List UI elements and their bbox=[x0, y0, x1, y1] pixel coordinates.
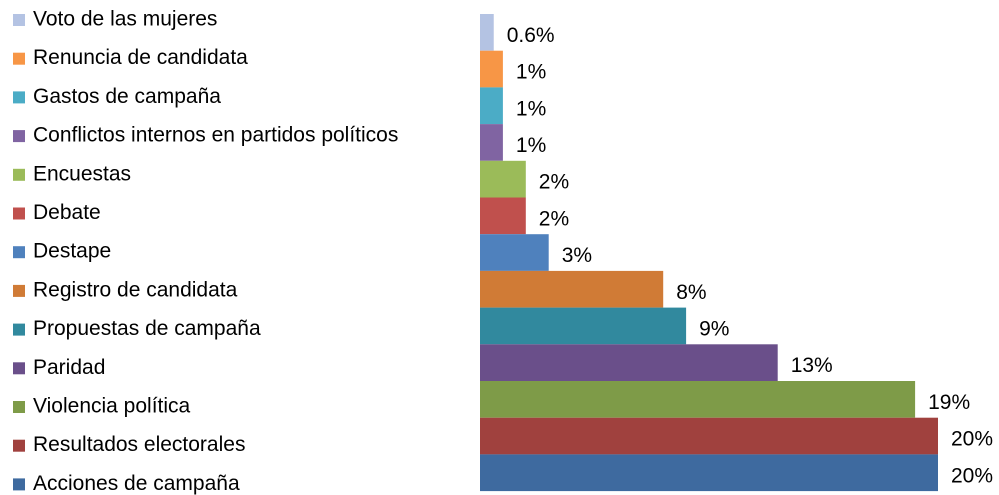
legend-label: Gastos de campaña bbox=[33, 85, 221, 108]
bar bbox=[480, 234, 549, 271]
bar bbox=[480, 50, 503, 88]
legend-label: Renuncia de candidata bbox=[33, 46, 248, 69]
bar bbox=[480, 344, 778, 381]
legend-label: Destape bbox=[33, 240, 111, 263]
data-label: 1% bbox=[516, 134, 546, 157]
data-label: 2% bbox=[539, 171, 569, 194]
data-label: 3% bbox=[562, 244, 592, 267]
legend-marker bbox=[13, 362, 25, 375]
legend-marker bbox=[13, 130, 25, 143]
bar bbox=[480, 417, 938, 455]
bar bbox=[480, 307, 687, 345]
legend-marker bbox=[13, 478, 25, 491]
bar bbox=[480, 454, 938, 492]
legend-marker bbox=[13, 401, 25, 413]
legend-label: Acciones de campaña bbox=[33, 472, 240, 495]
legend-marker bbox=[13, 284, 25, 297]
legend-label: Voto de las mujeres bbox=[33, 8, 217, 31]
legend-marker bbox=[13, 207, 25, 220]
bar bbox=[480, 197, 526, 235]
legend-label: Resultados electorales bbox=[33, 433, 245, 456]
bar bbox=[480, 381, 916, 418]
legend-marker bbox=[13, 439, 25, 452]
legend-marker bbox=[13, 91, 25, 104]
bar bbox=[480, 87, 503, 125]
bar bbox=[480, 14, 494, 51]
bar bbox=[480, 160, 526, 198]
legend-label: Paridad bbox=[33, 356, 105, 379]
data-label: 20% bbox=[951, 464, 993, 487]
legend-marker bbox=[13, 323, 25, 336]
legend-marker bbox=[13, 246, 25, 259]
data-label: 19% bbox=[928, 391, 970, 414]
data-label: 20% bbox=[951, 428, 993, 451]
data-label: 1% bbox=[516, 97, 546, 120]
legend-label: Propuestas de campaña bbox=[33, 317, 261, 340]
bar bbox=[480, 270, 664, 308]
legend-label: Conflictos internos en partidos político… bbox=[33, 124, 398, 147]
legend-marker bbox=[13, 168, 25, 181]
legend-label: Violencia política bbox=[33, 395, 191, 418]
data-label: 0.6% bbox=[507, 24, 555, 47]
data-label: 13% bbox=[791, 354, 833, 377]
legend-label: Debate bbox=[33, 201, 101, 224]
legend-label: Registro de candidata bbox=[33, 278, 238, 301]
data-label: 1% bbox=[516, 61, 546, 84]
data-label: 8% bbox=[676, 281, 706, 304]
data-label: 2% bbox=[539, 207, 569, 230]
data-label: 9% bbox=[699, 317, 729, 340]
legend-marker bbox=[13, 14, 25, 26]
bar bbox=[480, 124, 503, 161]
legend-marker bbox=[13, 52, 25, 65]
legend-label: Encuestas bbox=[33, 162, 131, 185]
